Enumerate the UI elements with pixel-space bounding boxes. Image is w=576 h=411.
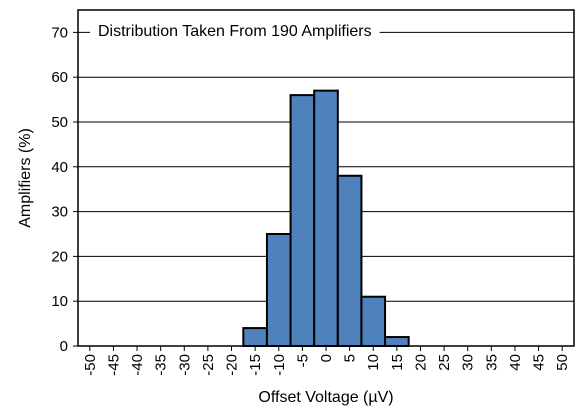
y-tick-label: 40	[51, 159, 68, 176]
histogram-bar	[242, 327, 268, 347]
histogram-bar	[289, 94, 316, 348]
histogram-bar	[313, 89, 339, 347]
x-tick-label: -10	[271, 354, 288, 376]
histogram-bar	[360, 295, 387, 347]
x-axis-ticks: -50 -45 -40 -35 -30 -25 -20 -15 -10 -5 0 5 10 15 20 25 3…	[82, 346, 571, 376]
y-axis-title: Amplifiers (%)	[17, 128, 34, 228]
x-axis-title: Offset Voltage (µV)	[258, 389, 393, 406]
x-tick-label: 40	[507, 354, 524, 371]
bars	[242, 89, 410, 348]
y-tick-label: 30	[51, 204, 68, 221]
annotation-background	[90, 21, 380, 42]
x-tick-label: 10	[365, 354, 382, 371]
x-tick-label: 15	[389, 354, 406, 371]
x-tick-label: 5	[342, 354, 359, 362]
x-tick-label: -45	[105, 354, 122, 376]
x-tick-label: 35	[483, 354, 500, 371]
x-tick-label: -15	[247, 354, 264, 376]
x-tick-label: 20	[412, 354, 429, 371]
y-tick-label: 50	[51, 114, 68, 131]
annotation-box: Distribution Taken From 190 Amplifiers	[90, 21, 380, 42]
histogram-bar	[384, 336, 410, 348]
x-tick-label: 45	[531, 354, 548, 371]
y-axis-ticks: 0 10 20 30 40 50 60 70	[51, 24, 78, 355]
histogram-bar	[336, 174, 363, 347]
x-tick-label: 50	[554, 354, 571, 371]
x-tick-label: -50	[82, 354, 99, 376]
x-tick-label: -25	[200, 354, 217, 376]
y-tick-label: 0	[60, 338, 68, 355]
x-tick-label: -35	[153, 354, 170, 376]
histogram-bar	[265, 233, 292, 347]
x-tick-label: 0	[318, 354, 335, 362]
y-tick-label: 10	[51, 293, 68, 310]
annotation-text: Distribution Taken From 190 Amplifiers	[98, 23, 372, 40]
y-tick-label: 60	[51, 69, 68, 86]
x-tick-label: -20	[224, 354, 241, 376]
y-tick-label: 20	[51, 248, 68, 265]
x-tick-label: -40	[129, 354, 146, 376]
x-tick-label: -5	[294, 354, 311, 367]
x-tick-label: -30	[176, 354, 193, 376]
x-tick-label: 25	[436, 354, 453, 371]
y-tick-label: 70	[51, 24, 68, 41]
x-tick-label: 30	[460, 354, 477, 371]
